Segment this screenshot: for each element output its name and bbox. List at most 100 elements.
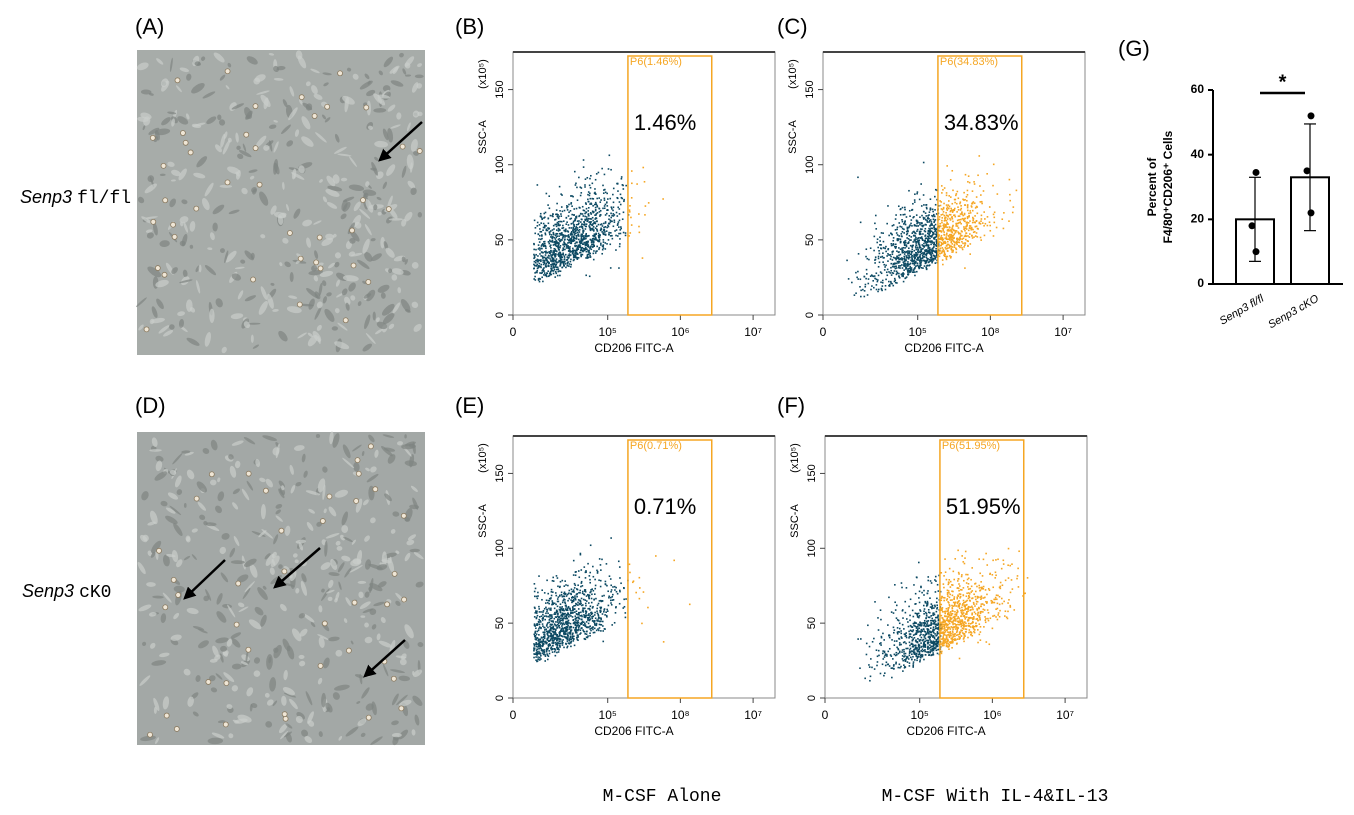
event-dot (915, 249, 917, 251)
event-dot (572, 632, 574, 634)
event-dot (944, 238, 946, 240)
event-dot (584, 223, 586, 225)
event-dot (538, 658, 540, 660)
event-dot (554, 638, 556, 640)
event-dot (577, 604, 579, 606)
event-dot (981, 218, 983, 220)
event-dot (575, 571, 577, 573)
event-dot (557, 243, 559, 245)
event-dot (965, 174, 967, 176)
bright-cell (257, 182, 262, 187)
event-dot (575, 605, 577, 607)
event-dot (884, 269, 886, 271)
event-dot (550, 260, 552, 262)
event-dot (602, 249, 604, 251)
event-dot (582, 251, 584, 253)
event-dot (888, 285, 890, 287)
event-dot (581, 616, 583, 618)
event-dot (576, 253, 578, 255)
event-dot (553, 580, 555, 582)
event-dot (552, 648, 554, 650)
event-dot (570, 646, 572, 648)
event-dot (995, 559, 997, 561)
event-dot (582, 621, 584, 623)
event-dot (604, 174, 606, 176)
event-dot (917, 259, 919, 261)
event-dot (909, 264, 911, 266)
event-dot (549, 231, 551, 233)
event-dot (960, 209, 962, 211)
event-dot (934, 255, 936, 257)
event-dot (931, 221, 933, 223)
event-dot (918, 244, 920, 246)
event-dot (603, 223, 605, 225)
event-dot (555, 655, 557, 657)
event-dot (953, 579, 955, 581)
event-dot (855, 272, 857, 274)
event-dot (565, 235, 567, 237)
event-dot (908, 273, 910, 275)
event-dot (551, 636, 553, 638)
event-dot (587, 614, 589, 616)
event-dot (541, 234, 543, 236)
event-dot (952, 251, 954, 253)
event-dot (972, 190, 974, 192)
event-dot (854, 294, 856, 296)
event-dot (923, 243, 925, 245)
event-dot (875, 228, 877, 230)
event-dot (599, 624, 601, 626)
event-dot (551, 236, 553, 238)
event-dot (576, 187, 578, 189)
event-dot (598, 615, 600, 617)
event-dot (599, 627, 601, 629)
event-dot (914, 260, 916, 262)
event-dot (537, 225, 539, 227)
event-dot (916, 214, 918, 216)
event-dot (609, 223, 611, 225)
event-dot (570, 195, 572, 197)
event-dot (933, 214, 935, 216)
event-dot (997, 193, 999, 195)
event-dot (900, 238, 902, 240)
event-dot (930, 198, 932, 200)
event-dot (552, 602, 554, 604)
x-tick-label: 10⁶ (671, 325, 689, 339)
event-dot (547, 654, 549, 656)
event-dot (897, 234, 899, 236)
event-dot (929, 211, 931, 213)
event-dot (902, 276, 904, 278)
event-dot (536, 610, 538, 612)
event-dot (961, 241, 963, 243)
event-dot (551, 621, 553, 623)
event-dot (544, 257, 546, 259)
event-dot (556, 203, 558, 205)
event-dot (539, 235, 541, 237)
event-dot (625, 598, 627, 600)
event-dot (555, 255, 557, 257)
event-dot (587, 637, 589, 639)
event-dot (574, 252, 576, 254)
event-dot (981, 203, 983, 205)
event-dot (880, 256, 882, 258)
event-dot (969, 236, 971, 238)
event-dot (909, 268, 911, 270)
event-dot (553, 273, 555, 275)
event-dot (892, 264, 894, 266)
event-dot (932, 216, 934, 218)
event-dot (610, 591, 612, 593)
event-dot (947, 256, 949, 258)
bright-cell (194, 206, 199, 211)
event-dot (584, 633, 586, 635)
event-dot (974, 202, 976, 204)
event-dot (560, 245, 562, 247)
event-dot (557, 271, 559, 273)
event-dot (879, 236, 881, 238)
event-dot (550, 609, 552, 611)
event-dot (577, 639, 579, 641)
event-dot (598, 618, 600, 620)
event-dot (893, 627, 895, 629)
event-dot (581, 237, 583, 239)
event-dot (542, 623, 544, 625)
bright-cell (225, 180, 230, 185)
event-dot (992, 574, 994, 576)
